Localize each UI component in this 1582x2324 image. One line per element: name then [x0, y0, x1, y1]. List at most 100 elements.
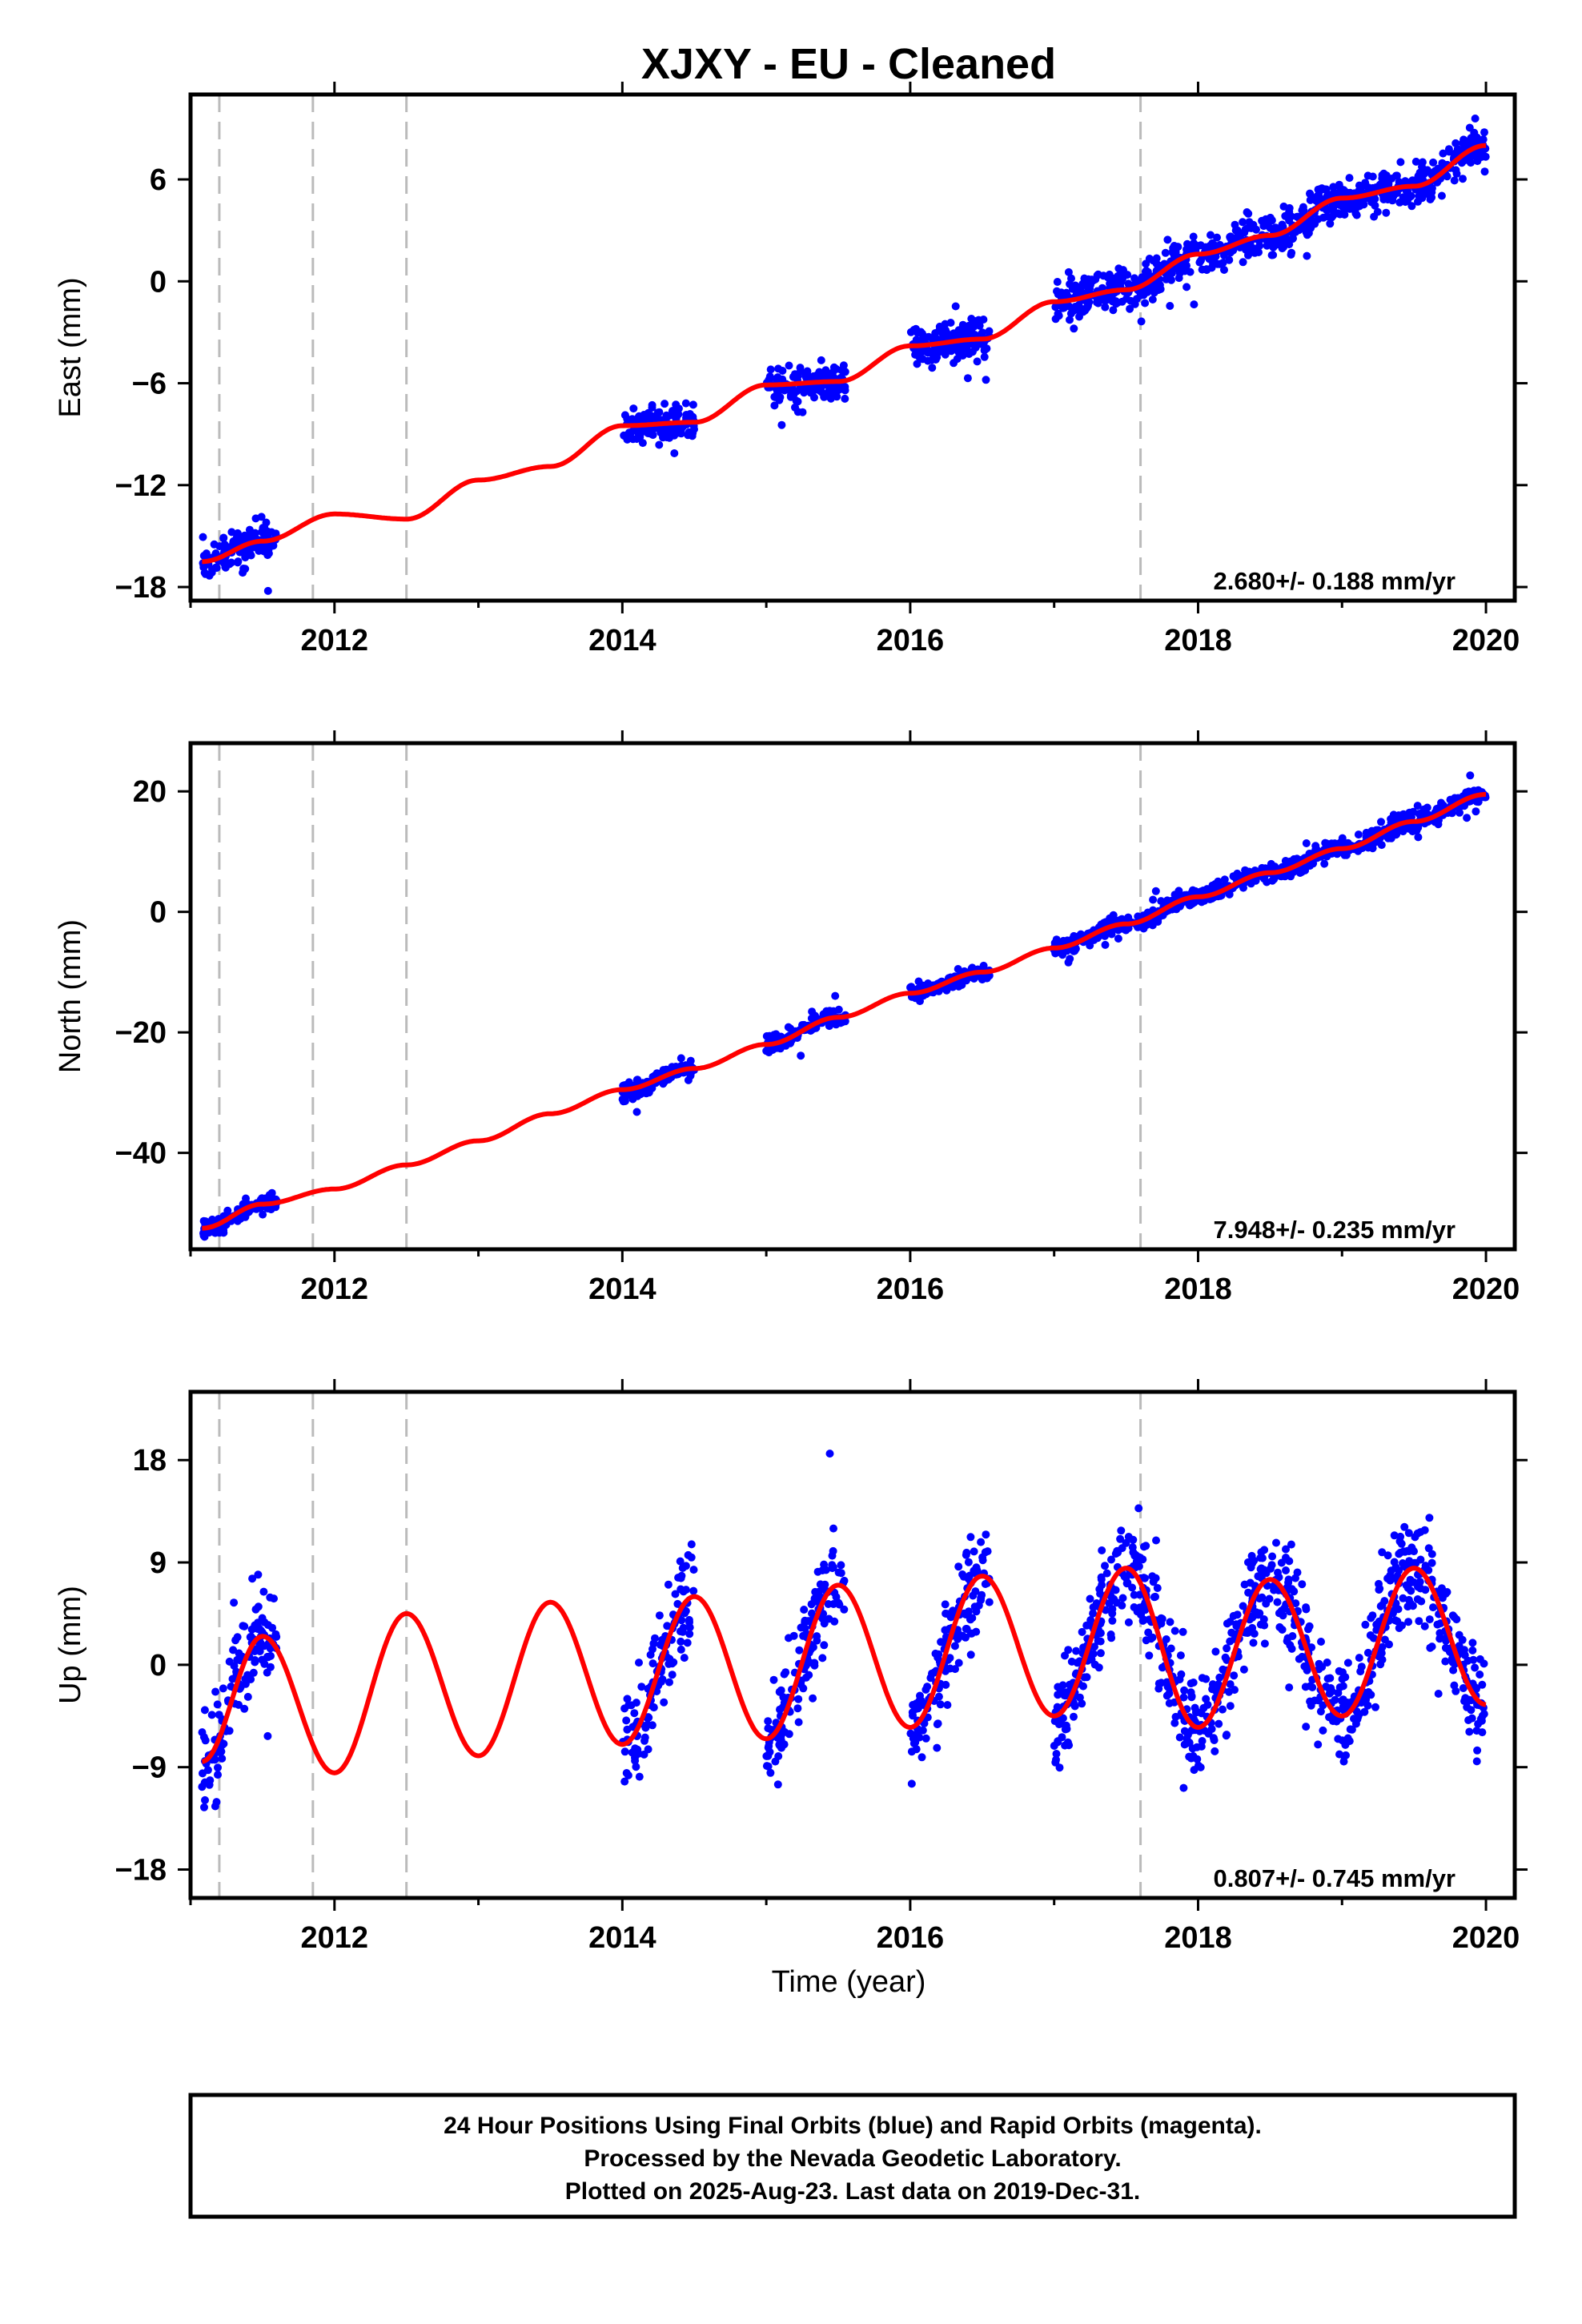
data-point: [942, 326, 950, 335]
data-point: [928, 364, 937, 372]
figure-title: XJXY - EU - Cleaned: [641, 40, 1056, 88]
data-point: [1325, 1689, 1334, 1698]
data-point: [215, 542, 224, 551]
data-point: [1087, 1655, 1096, 1664]
data-point: [1465, 123, 1474, 132]
data-point: [943, 1610, 952, 1618]
data-point: [1178, 1627, 1187, 1636]
data-point: [810, 1594, 819, 1603]
data-point: [199, 1733, 208, 1742]
data-point: [1071, 303, 1079, 311]
data-point: [1313, 195, 1322, 203]
rate-label: 7.948+/- 0.235 mm/yr: [1214, 1216, 1456, 1244]
data-point: [816, 387, 825, 395]
data-point: [1325, 1713, 1333, 1722]
data-point: [630, 1709, 639, 1718]
data-point: [840, 1605, 849, 1614]
data-point: [1075, 1693, 1084, 1702]
data-point: [1341, 1740, 1350, 1749]
data-point: [239, 569, 247, 577]
data-point: [1287, 248, 1296, 257]
data-point: [1176, 1651, 1185, 1660]
data-point: [828, 1564, 837, 1573]
data-point: [962, 1550, 970, 1559]
east-panel: 2012 2014 2016 2018 2020 6 0 −6 −12 −18 East (mm) 2…: [54, 82, 1528, 657]
data-point: [1444, 1645, 1453, 1654]
data-point: [1363, 1648, 1372, 1657]
data-point: [1383, 1551, 1392, 1560]
data-point: [1388, 196, 1397, 205]
data-point: [629, 404, 638, 413]
data-point: [1210, 1736, 1219, 1744]
data-point: [1180, 1686, 1189, 1695]
data-point: [1145, 1651, 1154, 1660]
data-point: [937, 1638, 946, 1647]
data-point: [840, 1576, 849, 1585]
data-point: [1395, 1550, 1403, 1558]
x-tick-label: 2014: [588, 1921, 656, 1955]
data-point: [1273, 1598, 1282, 1606]
north-data-points: [199, 771, 1490, 1241]
data-point: [1472, 807, 1480, 816]
data-point: [1227, 1628, 1236, 1637]
data-point: [1066, 309, 1075, 318]
data-point: [954, 328, 963, 336]
data-point: [671, 1590, 680, 1598]
data-point: [1339, 1682, 1347, 1691]
data-point: [1151, 887, 1160, 895]
data-point: [1370, 212, 1379, 221]
data-point: [777, 420, 786, 429]
data-point: [685, 1615, 693, 1624]
data-point: [1231, 226, 1240, 235]
y-axis-label: Up (mm): [54, 1586, 87, 1704]
plot-frame: [188, 92, 1517, 603]
data-point: [201, 569, 210, 578]
data-point: [1411, 157, 1420, 166]
data-point: [1311, 1696, 1319, 1705]
data-point: [679, 1587, 688, 1596]
data-point: [1225, 255, 1234, 264]
data-point: [1343, 1734, 1352, 1743]
data-point: [801, 1624, 809, 1633]
data-point: [766, 365, 775, 374]
data-point: [1328, 211, 1337, 220]
data-point: [1182, 261, 1191, 270]
data-point: [1461, 1694, 1470, 1703]
data-point: [1476, 1655, 1484, 1663]
data-point: [1180, 1740, 1189, 1749]
data-point: [1082, 1621, 1091, 1630]
data-point: [1459, 175, 1467, 183]
data-point: [1317, 1638, 1325, 1646]
data-point: [1114, 935, 1122, 943]
data-point: [1107, 1634, 1116, 1642]
data-point: [1112, 1598, 1121, 1607]
data-point: [1268, 1552, 1277, 1561]
data-point: [1449, 1666, 1458, 1675]
data-point: [1249, 244, 1258, 252]
data-point: [1134, 1504, 1143, 1513]
data-point: [929, 350, 937, 358]
data-point: [1326, 219, 1335, 228]
footer-frame: [188, 2093, 1517, 2219]
data-point: [1214, 877, 1223, 886]
data-point: [1353, 1715, 1362, 1723]
data-point: [211, 1687, 220, 1696]
data-point: [1126, 296, 1135, 305]
data-point: [1101, 940, 1110, 949]
data-point: [781, 1727, 789, 1736]
data-point: [785, 361, 793, 370]
data-point: [962, 1625, 971, 1633]
up-model-curve: [202, 1566, 1487, 1775]
north-model-curve: [202, 792, 1486, 1231]
data-point: [774, 364, 783, 373]
data-point: [1409, 1578, 1418, 1586]
data-point: [1434, 1690, 1443, 1698]
data-point: [1096, 1649, 1105, 1658]
data-point: [1266, 215, 1275, 224]
data-point: [1120, 1572, 1129, 1581]
data-point: [233, 1216, 242, 1225]
data-point: [1094, 1663, 1103, 1672]
data-point: [689, 400, 697, 409]
data-point: [1323, 191, 1331, 200]
data-point: [1377, 818, 1385, 826]
